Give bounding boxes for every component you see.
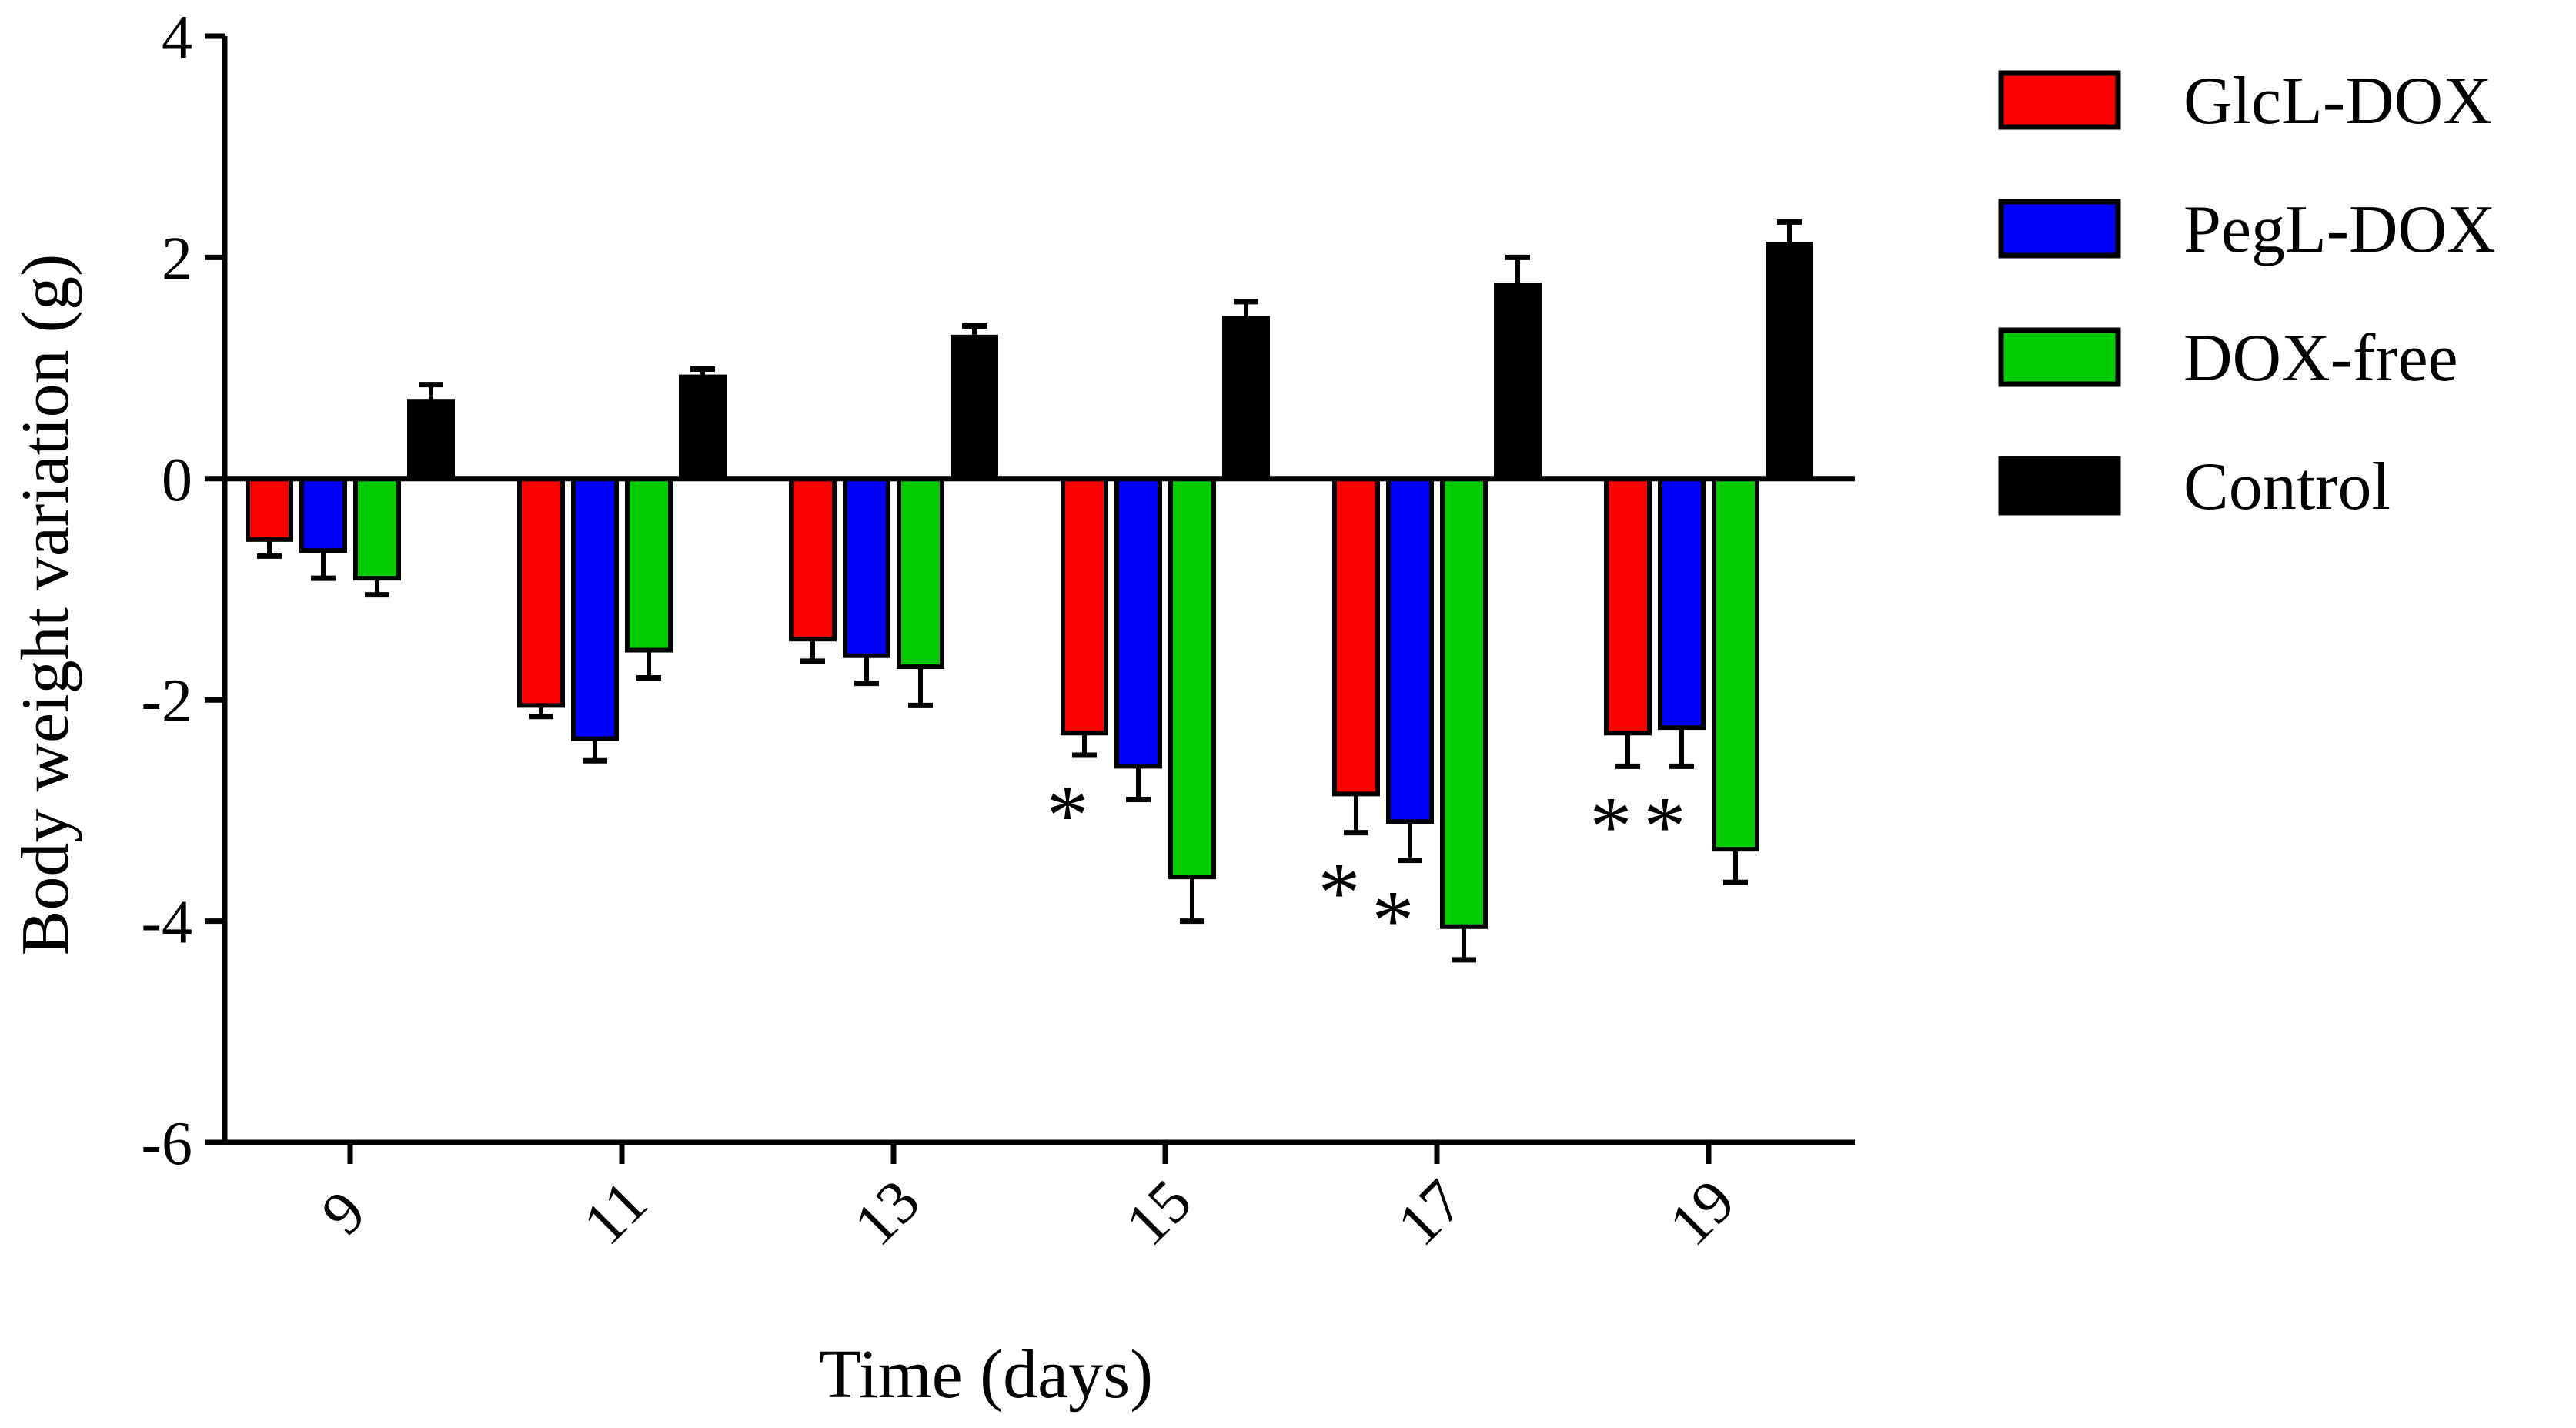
x-tick-label: 13 xyxy=(841,1167,933,1259)
y-tick-label: 4 xyxy=(162,4,192,72)
bar-pegl-dox-day-15 xyxy=(1114,476,1162,769)
bar-pegl-dox-day-17 xyxy=(1386,476,1434,824)
y-axis-title: Body weight variation (g) xyxy=(8,254,83,956)
legend-swatch-pegl-dox xyxy=(1998,199,2121,259)
y-tick-label: 0 xyxy=(162,446,192,514)
bar-dox-free-day-15 xyxy=(1168,476,1216,880)
significance-asterisk: * xyxy=(1644,779,1686,873)
legend-label: PegL-DOX xyxy=(2183,192,2496,267)
chart-legend: GlcL-DOX PegL-DOX DOX-free Control xyxy=(1998,64,2496,524)
bar-glcl-dox-day-13 xyxy=(789,476,837,642)
x-tick-label: 15 xyxy=(1113,1167,1204,1259)
bar-dox-free-day-13 xyxy=(897,476,944,670)
chart-axes xyxy=(205,33,1855,1164)
bar-control-day-17 xyxy=(1494,283,1542,481)
bar-dox-free-day-9 xyxy=(353,476,401,581)
significance-asterisk: * xyxy=(1047,768,1089,862)
bar-dox-free-day-19 xyxy=(1712,476,1759,852)
legend-swatch-dox-free xyxy=(1998,327,2121,387)
bar-pegl-dox-day-13 xyxy=(843,476,890,658)
x-tick-label: 9 xyxy=(309,1178,379,1248)
x-tick-label: 17 xyxy=(1385,1167,1476,1259)
bar-pegl-dox-day-11 xyxy=(571,476,619,741)
legend-swatch-control xyxy=(1998,456,2121,516)
legend-label: Control xyxy=(2183,450,2391,524)
bar-dox-free-day-17 xyxy=(1440,476,1488,929)
y-tick-label: -4 xyxy=(141,889,192,957)
bar-glcl-dox-day-15 xyxy=(1061,476,1108,736)
bar-pegl-dox-day-9 xyxy=(299,476,347,553)
x-tick-label: 11 xyxy=(570,1168,660,1258)
significance-asterisk: * xyxy=(1372,874,1415,968)
significance-asterisk: * xyxy=(1318,846,1361,940)
chart-bars xyxy=(246,219,1813,963)
bar-glcl-dox-day-17 xyxy=(1332,476,1380,797)
bar-control-day-11 xyxy=(679,374,727,481)
bar-control-day-15 xyxy=(1222,316,1270,481)
y-tick-label: -6 xyxy=(141,1110,192,1178)
legend-swatch-glcl-dox xyxy=(1998,70,2121,130)
significance-asterisk: * xyxy=(1590,779,1632,873)
bar-pegl-dox-day-19 xyxy=(1658,476,1706,731)
bar-glcl-dox-day-9 xyxy=(246,476,293,542)
x-tick-label: 19 xyxy=(1656,1167,1748,1259)
legend-label: DOX-free xyxy=(2183,321,2458,396)
y-tick-label: 2 xyxy=(162,225,192,293)
legend-label: GlcL-DOX xyxy=(2183,64,2492,139)
y-tick-label: -2 xyxy=(141,667,192,735)
bar-control-day-9 xyxy=(407,399,455,481)
bar-control-day-19 xyxy=(1766,242,1813,481)
bar-glcl-dox-day-11 xyxy=(517,476,565,708)
bar-control-day-13 xyxy=(951,334,998,481)
x-axis-title: Time (days) xyxy=(819,1336,1153,1413)
bar-dox-free-day-11 xyxy=(625,476,673,653)
bar-glcl-dox-day-19 xyxy=(1604,476,1652,736)
